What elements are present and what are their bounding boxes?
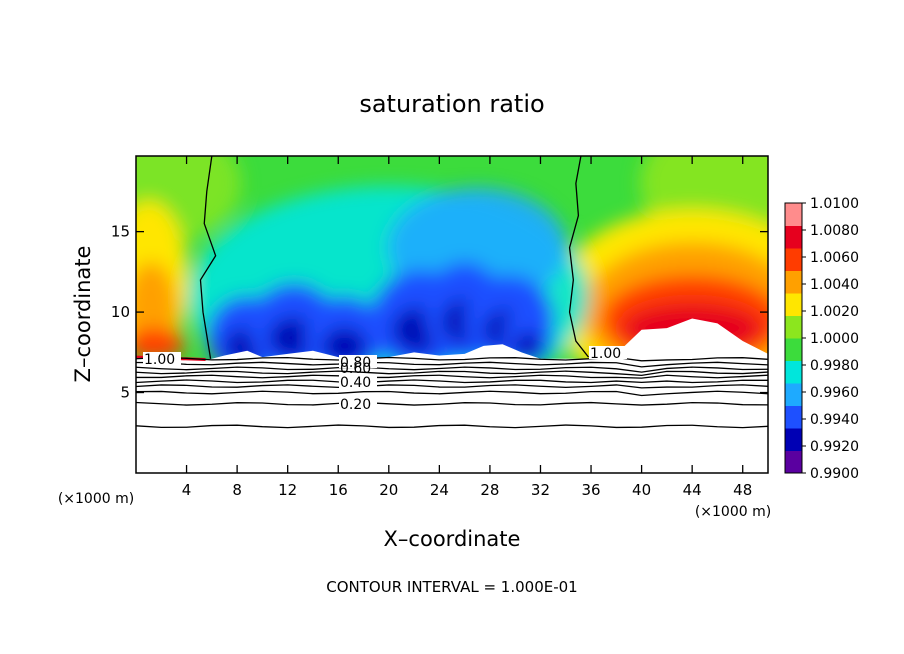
y-axis-ticks: 5 10 15 bbox=[111, 223, 768, 402]
chart-title: saturation ratio bbox=[359, 90, 544, 118]
x-multiplier-left: (×1000 m) bbox=[58, 491, 134, 507]
contour-label: 1.00 bbox=[144, 352, 175, 368]
contour-lower-9 bbox=[136, 424, 768, 429]
x-tick-label: 28 bbox=[480, 481, 499, 499]
x-tick-label: 12 bbox=[278, 481, 297, 499]
colorbar-label: 1.0060 bbox=[810, 250, 859, 266]
colorbar-swatch bbox=[785, 225, 802, 249]
contour-label-bg bbox=[339, 355, 377, 368]
colorbar-swatch bbox=[785, 338, 802, 361]
colorbar-label: 0.9920 bbox=[810, 439, 859, 455]
x-tick-label: 20 bbox=[379, 481, 398, 499]
contour-label: 0.40 bbox=[340, 375, 371, 391]
plot-frame bbox=[135, 155, 769, 474]
contour-lower-1 bbox=[136, 361, 768, 368]
colorbar-swatch bbox=[785, 270, 802, 294]
x-tick-label: 4 bbox=[182, 481, 192, 499]
contour-1.00-right bbox=[568, 156, 590, 358]
contour-labels: 1.00 0.800.600.40 0.20 1.00 bbox=[143, 346, 627, 413]
colorbar-label: 1.0040 bbox=[810, 277, 859, 293]
contour-interval-note: CONTOUR INTERVAL = 1.000E-01 bbox=[326, 578, 577, 596]
colorbar-swatch bbox=[785, 405, 802, 429]
y-tick-label: 15 bbox=[111, 223, 130, 241]
contour-lower-2 bbox=[136, 366, 768, 373]
x-tick-label: 40 bbox=[632, 481, 651, 499]
x-tick-label: 36 bbox=[581, 481, 600, 499]
contour-lower-6 bbox=[136, 384, 768, 389]
colorbar bbox=[784, 202, 803, 474]
contour-label: 1.00 bbox=[590, 346, 621, 362]
saturation-field bbox=[136, 156, 768, 473]
colorbar-label: 1.0100 bbox=[810, 196, 859, 212]
contour-label: 0.60 bbox=[340, 361, 371, 377]
contour-label: 0.20 bbox=[340, 397, 371, 413]
x-tick-label: 16 bbox=[329, 481, 348, 499]
contour-label-bg bbox=[589, 346, 627, 359]
colorbar-label: 1.0000 bbox=[810, 331, 859, 347]
colorbar-label: 0.9980 bbox=[810, 358, 859, 374]
colorbar-swatch bbox=[785, 360, 802, 384]
contour-lower-8 bbox=[136, 401, 768, 406]
contour-label: 0.80 bbox=[340, 355, 371, 371]
contour-lower-7 bbox=[136, 390, 768, 397]
colorbar-label: 0.9940 bbox=[810, 412, 859, 428]
colorbar-swatch bbox=[785, 383, 802, 406]
colorbar-swatch bbox=[785, 248, 802, 271]
colorbar-label: 0.9900 bbox=[810, 466, 859, 482]
y-tick-label: 10 bbox=[111, 303, 130, 321]
x-axis-label: X–coordinate bbox=[384, 527, 521, 551]
x-axis-ticks: 4 8 12 16 20 24 28 32 36 40 44 48 bbox=[182, 156, 752, 499]
contour-1.00-left bbox=[199, 156, 217, 359]
colorbar-label: 1.0080 bbox=[810, 223, 859, 239]
contour-lower-5 bbox=[136, 379, 768, 384]
colorbar-label: 1.0020 bbox=[810, 304, 859, 320]
y-axis-label: Z–coordinate bbox=[71, 246, 95, 383]
y-tick-label: 5 bbox=[120, 384, 130, 402]
colorbar-swatch bbox=[785, 450, 802, 474]
contour-label-bg bbox=[143, 352, 181, 365]
colorbar-swatch bbox=[785, 315, 802, 339]
colorbar-swatch bbox=[785, 203, 802, 226]
x-multiplier-right: (×1000 m) bbox=[695, 504, 771, 520]
contour-lower-0 bbox=[136, 356, 768, 362]
x-tick-label: 48 bbox=[733, 481, 752, 499]
colorbar-swatch bbox=[785, 293, 802, 316]
contour-lower-4 bbox=[136, 374, 768, 379]
x-tick-label: 8 bbox=[232, 481, 242, 499]
contour-lower-3 bbox=[136, 370, 768, 377]
colorbar-swatch bbox=[785, 428, 802, 451]
colorbar-labels: 1.0100 1.0080 1.0060 1.0040 1.0020 1.0000 0.99… bbox=[802, 196, 859, 482]
colorbar-label: 0.9960 bbox=[810, 385, 859, 401]
x-tick-label: 24 bbox=[430, 481, 449, 499]
contour-label-bg bbox=[339, 375, 377, 388]
field-blob bbox=[322, 327, 367, 364]
x-tick-label: 44 bbox=[683, 481, 702, 499]
contour-lines bbox=[136, 156, 768, 429]
x-tick-label: 32 bbox=[531, 481, 550, 499]
plot-area bbox=[136, 156, 768, 473]
contour-label-bg bbox=[339, 397, 377, 410]
